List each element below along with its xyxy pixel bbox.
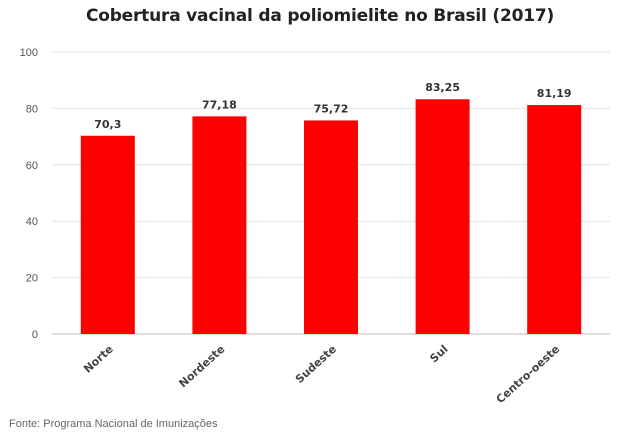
x-category-label: Sudeste [293,343,339,386]
x-category-label: Centro-oeste [494,343,562,407]
bars [80,99,582,335]
data-label: 83,25 [425,81,460,94]
data-label: 81,19 [537,87,572,100]
x-axis-categories: Norte Nordeste Sudeste Sul Centro-oeste [81,343,562,407]
x-category-label: Norte [81,343,116,376]
bar-norte [80,135,135,334]
y-axis-ticks: 0 20 40 60 80 100 [20,47,38,341]
data-label: 75,72 [314,102,349,115]
chart-title: Cobertura vacinal da poliomielite no Bra… [85,6,555,26]
x-category-label: Nordeste [177,343,228,391]
data-labels: 70,3 77,18 75,72 83,25 81,19 [94,81,571,131]
source-note: Fonte: Programa Nacional de Imunizações [9,418,218,430]
y-tick-label: 40 [26,216,38,228]
bar-sul [415,99,470,334]
bar-centro-oeste [527,105,582,335]
bar-sudeste [304,120,358,334]
y-tick-label: 80 [26,103,38,115]
bar-nordeste [192,116,247,334]
x-category-label: Sul [427,343,450,366]
y-tick-label: 20 [26,273,38,285]
y-tick-label: 100 [20,47,38,59]
y-tick-label: 60 [26,160,38,172]
y-tick-label: 0 [32,329,38,341]
data-label: 70,3 [94,118,121,131]
data-label: 77,18 [202,98,237,111]
